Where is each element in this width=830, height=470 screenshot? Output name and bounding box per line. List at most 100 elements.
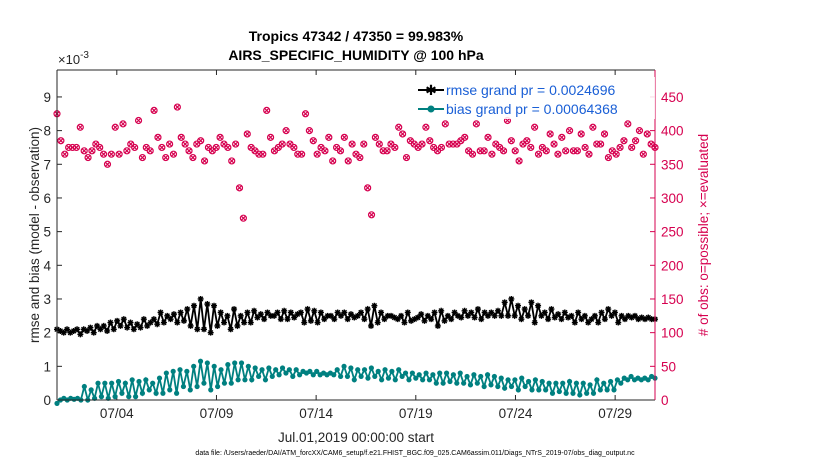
obs-possible-point [449,140,457,148]
obs-evaluated-point [384,148,390,154]
rmse-point [304,306,311,313]
rmse-point [538,312,545,319]
rmse-point [130,326,137,333]
bias-point [508,383,515,390]
obs-evaluated-point [330,158,336,164]
obs-possible-point [68,143,77,152]
obs-possible-point [309,137,317,145]
obs-evaluated-point [190,155,196,160]
bias-point [361,367,368,373]
rmse-point [585,319,592,326]
rmse-point [144,322,151,329]
rmse-point [551,314,558,321]
rmse-point [398,312,405,319]
obs-possible-point [379,147,387,155]
obs-evaluated-point [602,131,607,137]
obs-possible-point [123,147,131,155]
rmse-point [488,309,495,316]
obs-evaluated-point [365,185,371,191]
obs-evaluated-point [396,124,402,130]
rmse-point [170,311,177,318]
rmse-point [521,306,528,313]
rmse-point [261,316,268,323]
rmse-point [468,309,475,316]
rmse-point [414,314,421,321]
legend-bias-marker [427,105,435,113]
rmse-point [555,311,562,318]
bias-point [604,387,610,393]
rmse-point [247,319,254,326]
rmse-point [531,319,538,326]
y2-tick-label: 400 [661,124,684,139]
rmse-point [384,312,391,319]
obs-possible-point [150,106,158,115]
y-tick-label: 3 [43,292,51,307]
bias-point [221,380,228,386]
rmse-point [317,309,324,316]
bias-point [109,380,115,386]
obs-possible-point [282,127,290,135]
obs-evaluated-point [470,151,475,157]
bias-point [522,383,528,390]
rmse-point [120,316,127,323]
bias-point [252,365,258,371]
bias-point [184,368,190,374]
obs-evaluated-point [89,148,95,154]
rmse-point [104,327,111,334]
obs-possible-point [612,150,620,158]
y-exponent-power: -3 [80,50,89,61]
rmse-point [190,302,197,309]
obs-evaluated-point [217,134,223,140]
bias-point [132,394,139,400]
obs-evaluated-point [178,134,184,140]
obs-possible-point [154,133,162,141]
rmse-point [481,309,488,316]
rmse-point [140,316,147,323]
obs-evaluated-point [559,134,565,140]
bias-point [348,365,354,371]
bias-point [645,377,651,383]
right-axis-ticks: 0 50 100 150 200 250 300 350 400 450 [650,90,684,408]
obs-possible-point [398,130,407,138]
obs-possible-point [573,147,581,155]
y2-tick-label: 0 [661,393,669,408]
obs-evaluated-point [563,148,569,154]
obs-possible-point [461,133,469,141]
obs-possible-point [441,120,449,128]
rmse-point [371,302,378,309]
bias-point [310,372,316,378]
obs-evaluated-point [357,155,363,160]
rmse-point [94,322,101,329]
bias-point [191,363,197,369]
bias-point [314,368,320,374]
obs-evaluated-point [303,111,308,117]
rmse-point [505,312,512,319]
obs-possible-point [255,150,263,158]
rmse-point [408,317,415,324]
obs-possible-point [232,140,240,148]
rmse-point [431,309,438,316]
rmse-point [618,312,625,319]
bias-point [625,377,631,383]
obs-evaluated-point [345,158,351,164]
obs-possible-point [329,157,337,165]
rmse-point [60,329,67,336]
bias-point [529,387,535,393]
rmse-point [361,316,368,323]
obs-possible-point [402,153,411,162]
bias-point [409,370,415,376]
obs-possible-point [197,137,205,145]
rmse-point [74,326,81,333]
rmse-point [568,312,575,319]
rmse-point [200,326,207,333]
obs-possible-point [239,214,247,222]
bias-point [269,373,275,380]
rmse-point [354,312,361,319]
bias-point [245,363,251,369]
rmse-point [327,312,334,319]
obs-evaluated-point [489,151,495,157]
obs-evaluated-point [590,124,596,130]
legend: ✱ rmse grand pr = 0.0024696 bias grand p… [412,77,655,119]
bias-point [344,373,351,380]
rmse-point [625,312,632,319]
